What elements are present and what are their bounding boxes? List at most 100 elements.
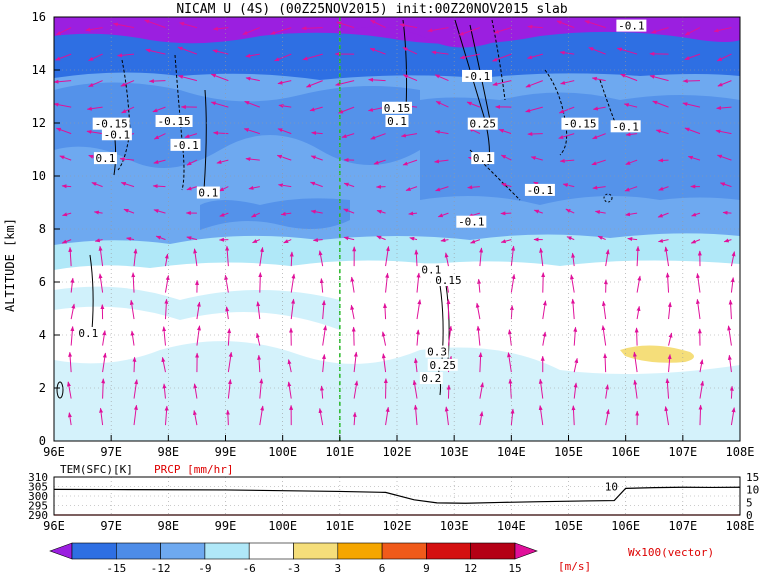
wind-vector bbox=[354, 327, 355, 345]
contour-label: -0.15 bbox=[157, 115, 190, 128]
wind-vector bbox=[149, 81, 165, 82]
contour-label: 0.2 bbox=[421, 372, 441, 385]
contour-label: 0.3 bbox=[427, 346, 447, 359]
y-tick-label: 8 bbox=[39, 222, 46, 236]
surface-x-tick-label: 103E bbox=[440, 519, 469, 533]
x-tick-label: 105E bbox=[554, 445, 583, 459]
x-tick-label: 108E bbox=[726, 445, 755, 459]
wind-vector bbox=[723, 212, 731, 213]
x-tick-label: 107E bbox=[668, 445, 697, 459]
wind-vector bbox=[700, 405, 701, 425]
surface-right-tick-label: 15 bbox=[746, 471, 759, 484]
colorbar-label: 3 bbox=[334, 562, 341, 575]
surface-x-tick-label: 100E bbox=[268, 519, 297, 533]
y-axis-label: ALTITUDE [km] bbox=[3, 218, 17, 312]
surface-annotation: 10 bbox=[605, 481, 618, 494]
contour-label: 0.1 bbox=[198, 187, 218, 200]
colorbar-cap-left bbox=[50, 543, 72, 559]
surface-grid bbox=[54, 477, 740, 515]
contour-label: -0.1 bbox=[172, 139, 199, 152]
surface-x-tick-label: 97E bbox=[100, 519, 122, 533]
main-panel: -0.1-0.10.150.1-0.15-0.1-0.15-0.10.10.10… bbox=[3, 10, 754, 459]
surface-left-tick-label: 310 bbox=[28, 471, 48, 484]
x-tick-label: 99E bbox=[215, 445, 237, 459]
colorbar-label: -3 bbox=[287, 562, 300, 575]
surface-x-tick-label: 102E bbox=[383, 519, 412, 533]
colorbar-swatch bbox=[471, 543, 515, 559]
wind-vector bbox=[291, 252, 292, 266]
contour-label: 0.25 bbox=[470, 118, 497, 131]
surface-x-tick-label: 98E bbox=[157, 519, 179, 533]
contour-label: 0.1 bbox=[473, 152, 493, 165]
colorbar-swatch bbox=[205, 543, 249, 559]
contour-label: 0.25 bbox=[429, 359, 456, 372]
wind-vector bbox=[260, 273, 261, 293]
y-tick-label: 12 bbox=[32, 116, 46, 130]
colorbar-units: [m/s] bbox=[558, 560, 591, 573]
surface-x-tick-label: 99E bbox=[215, 519, 237, 533]
contour-label: -0.1 bbox=[464, 70, 491, 83]
colorbar-label: -15 bbox=[106, 562, 126, 575]
wind-vector bbox=[731, 386, 732, 398]
surface-x-tick-label: 105E bbox=[554, 519, 583, 533]
colorbar-swatch bbox=[294, 543, 338, 559]
contour-label: -0.1 bbox=[618, 20, 645, 33]
colorbar-label: -12 bbox=[151, 562, 171, 575]
colorbar-swatch bbox=[426, 543, 470, 559]
contour-label: 0.1 bbox=[387, 115, 407, 128]
colorbar-swatch bbox=[72, 543, 116, 559]
chart-title: NICAM U (4S) (00Z25NOV2015) init:00Z20NO… bbox=[176, 2, 568, 17]
contour-label: 0.15 bbox=[384, 102, 411, 115]
y-tick-label: 16 bbox=[32, 10, 46, 24]
contour-label: -0.1 bbox=[527, 184, 554, 197]
colorbar-swatch bbox=[338, 543, 382, 559]
x-tick-label: 100E bbox=[268, 445, 297, 459]
colorbar-label: -6 bbox=[243, 562, 256, 575]
x-tick-label: 106E bbox=[611, 445, 640, 459]
contour-label: 0.1 bbox=[78, 327, 98, 340]
colorbar-label: 12 bbox=[464, 562, 477, 575]
wind-vector bbox=[683, 81, 700, 82]
colorbar-label: 6 bbox=[379, 562, 386, 575]
legend-temp: TEM(SFC)[K] bbox=[60, 463, 133, 476]
surface-x-tick-label: 106E bbox=[611, 519, 640, 533]
colorbar-swatch bbox=[161, 543, 205, 559]
contour-label: 0.1 bbox=[96, 152, 116, 165]
wind-vector bbox=[134, 357, 135, 372]
contour-label: -0.1 bbox=[104, 128, 131, 141]
contour-label: -0.1 bbox=[458, 216, 485, 229]
wind-vector bbox=[658, 160, 668, 161]
colorbar-cap-right bbox=[515, 543, 537, 559]
x-tick-label: 98E bbox=[157, 445, 179, 459]
contour-label: 0.15 bbox=[435, 274, 462, 287]
colorbar-swatch bbox=[249, 543, 293, 559]
legend-precip: PRCP [mm/hr] bbox=[154, 463, 233, 476]
colorbar-swatch bbox=[382, 543, 426, 559]
colorbar-label: 9 bbox=[423, 562, 430, 575]
contour-label: -0.15 bbox=[563, 118, 596, 131]
surface-x-tick-label: 101E bbox=[325, 519, 354, 533]
surface-x-tick-label: 104E bbox=[497, 519, 526, 533]
y-tick-label: 4 bbox=[39, 328, 46, 342]
x-tick-label: 103E bbox=[440, 445, 469, 459]
colorbar-label: -9 bbox=[198, 562, 211, 575]
x-tick-label: 96E bbox=[43, 445, 65, 459]
x-tick-label: 104E bbox=[497, 445, 526, 459]
x-tick-label: 102E bbox=[383, 445, 412, 459]
x-tick-label: 101E bbox=[325, 445, 354, 459]
surface-x-tick-label: 107E bbox=[668, 519, 697, 533]
surface-right-tick-label: 0 bbox=[746, 509, 753, 522]
colorbar-swatch bbox=[116, 543, 160, 559]
surface-right-tick-label: 10 bbox=[746, 484, 759, 497]
y-tick-label: 14 bbox=[32, 63, 46, 77]
y-tick-label: 0 bbox=[39, 434, 46, 448]
colorbar-label: 15 bbox=[508, 562, 521, 575]
y-tick-label: 10 bbox=[32, 169, 46, 183]
wind-vector bbox=[637, 328, 638, 346]
x-tick-label: 97E bbox=[100, 445, 122, 459]
